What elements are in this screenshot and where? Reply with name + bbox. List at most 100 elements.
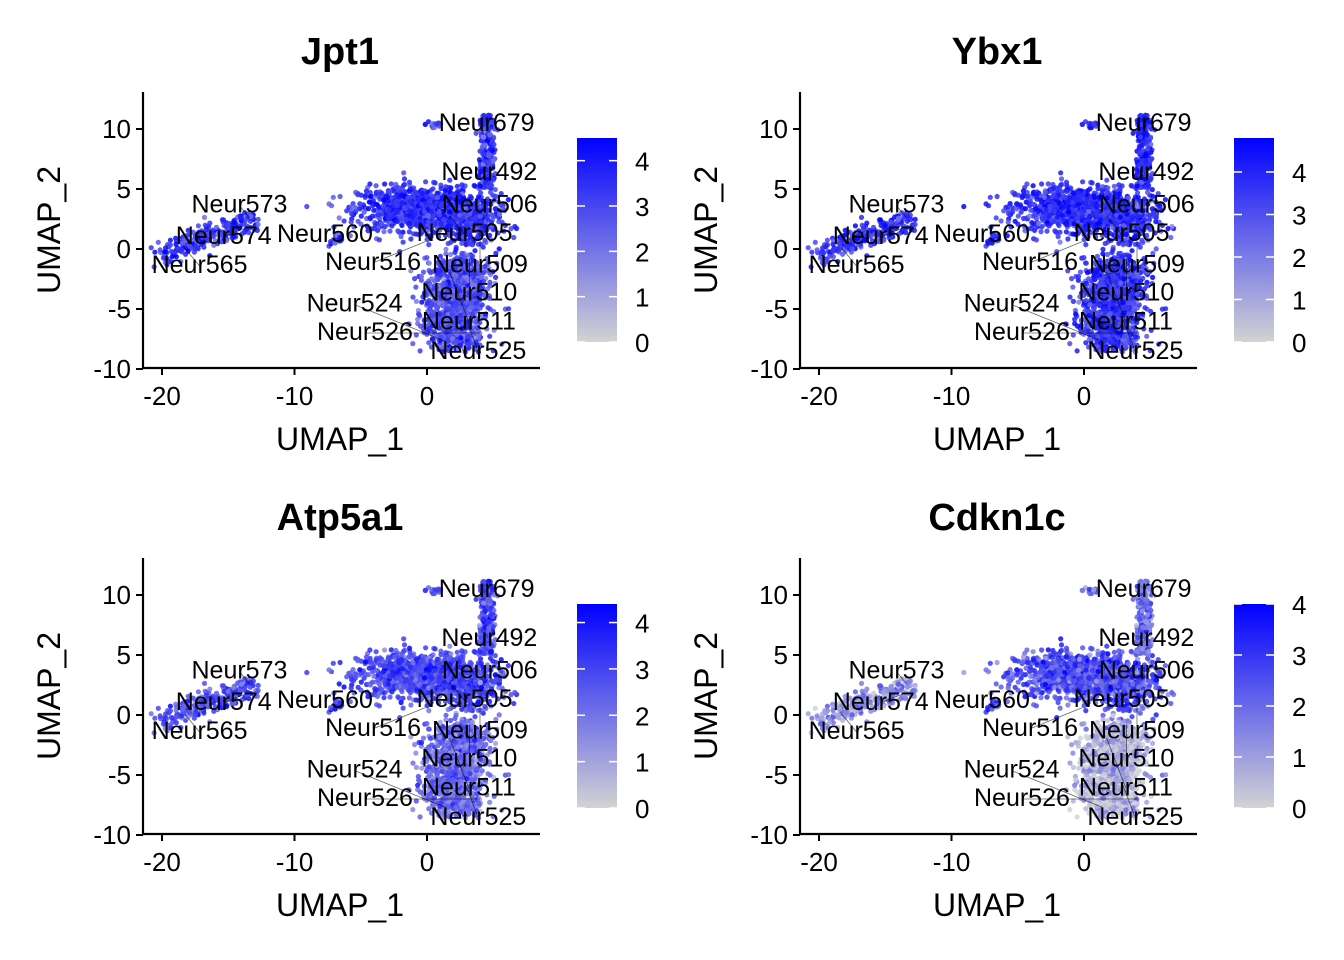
data-point [1051, 218, 1057, 224]
y-tick-label: 10 [102, 114, 131, 144]
x-tick-label: 0 [420, 381, 434, 411]
data-point [347, 233, 353, 239]
data-point [424, 237, 430, 243]
data-point [437, 253, 443, 259]
cluster-label: Neur516 [325, 248, 421, 276]
data-point [1018, 209, 1024, 215]
data-point [502, 222, 508, 228]
data-point [441, 217, 447, 223]
data-point [374, 221, 380, 227]
data-point [456, 236, 462, 242]
data-point [1052, 228, 1058, 234]
data-point [207, 220, 213, 226]
data-point [428, 344, 435, 350]
data-point [304, 203, 310, 210]
data-point [805, 245, 811, 251]
data-point [424, 255, 430, 261]
data-point [477, 117, 483, 123]
data-point [485, 305, 491, 311]
data-point [443, 205, 449, 211]
data-point [1037, 203, 1043, 209]
data-point [1080, 179, 1086, 185]
data-point [418, 277, 424, 283]
data-point [406, 179, 413, 185]
legend-colorbar [577, 138, 617, 342]
data-point [248, 213, 254, 220]
data-point [820, 245, 826, 251]
data-point [401, 170, 407, 176]
x-axis-title: UMAP_1 [276, 421, 404, 457]
data-point [469, 204, 475, 210]
data-point [434, 195, 441, 201]
data-point [204, 236, 211, 242]
data-point [486, 153, 492, 159]
data-point [428, 233, 434, 239]
data-point [441, 194, 447, 200]
data-point [1089, 201, 1095, 207]
data-point [202, 222, 208, 228]
data-point [1137, 150, 1143, 156]
data-point [368, 226, 375, 232]
data-point [419, 229, 425, 235]
data-point [442, 232, 449, 238]
data-point [379, 190, 385, 196]
data-point [364, 223, 370, 229]
data-point [369, 213, 376, 219]
data-point [413, 190, 419, 196]
data-point [421, 209, 427, 215]
data-point [476, 174, 482, 180]
data-point [1070, 190, 1076, 196]
data-point [445, 240, 451, 247]
data-point [490, 158, 496, 164]
data-point [1076, 190, 1082, 196]
data-point [488, 201, 494, 207]
data-point [330, 194, 336, 200]
x-tick-label: -20 [143, 381, 181, 411]
data-point [400, 229, 406, 235]
data-point [443, 246, 449, 252]
data-point [225, 222, 231, 228]
data-point [461, 234, 467, 240]
data-point [481, 278, 487, 285]
data-point [464, 199, 471, 205]
data-point [358, 213, 364, 219]
data-point [468, 195, 474, 201]
data-point [396, 185, 402, 191]
data-point [212, 238, 218, 244]
data-point [1028, 207, 1034, 213]
data-point [496, 211, 503, 217]
data-point [1020, 188, 1026, 194]
data-point [348, 211, 355, 217]
data-point [446, 218, 452, 225]
data-point [394, 209, 401, 215]
data-point [456, 193, 462, 199]
data-point [157, 247, 163, 253]
data-point [471, 182, 477, 189]
data-point [1014, 206, 1020, 212]
data-point [483, 208, 489, 214]
data-point [505, 197, 511, 203]
data-point [1038, 197, 1044, 203]
data-point [422, 121, 428, 127]
legend-tick-label: 2 [635, 237, 649, 267]
data-point [355, 218, 361, 224]
data-point [413, 332, 419, 338]
data-point [1024, 181, 1030, 187]
data-point [1019, 193, 1025, 199]
data-point [1045, 181, 1051, 187]
y-axis-title: UMAP_2 [31, 166, 67, 294]
data-point [437, 311, 443, 317]
data-point [399, 200, 405, 206]
data-point [1031, 201, 1037, 207]
data-point [486, 163, 492, 169]
data-point [365, 206, 372, 212]
data-point [410, 294, 416, 300]
cluster-labels: Neur679Neur492Neur506Neur505Neur509Neur5… [152, 109, 538, 365]
data-point [449, 237, 455, 243]
data-point [447, 177, 453, 183]
data-point [477, 128, 483, 134]
data-point [437, 272, 443, 278]
data-point [255, 221, 261, 228]
data-point [152, 249, 158, 255]
data-point [1062, 203, 1068, 209]
